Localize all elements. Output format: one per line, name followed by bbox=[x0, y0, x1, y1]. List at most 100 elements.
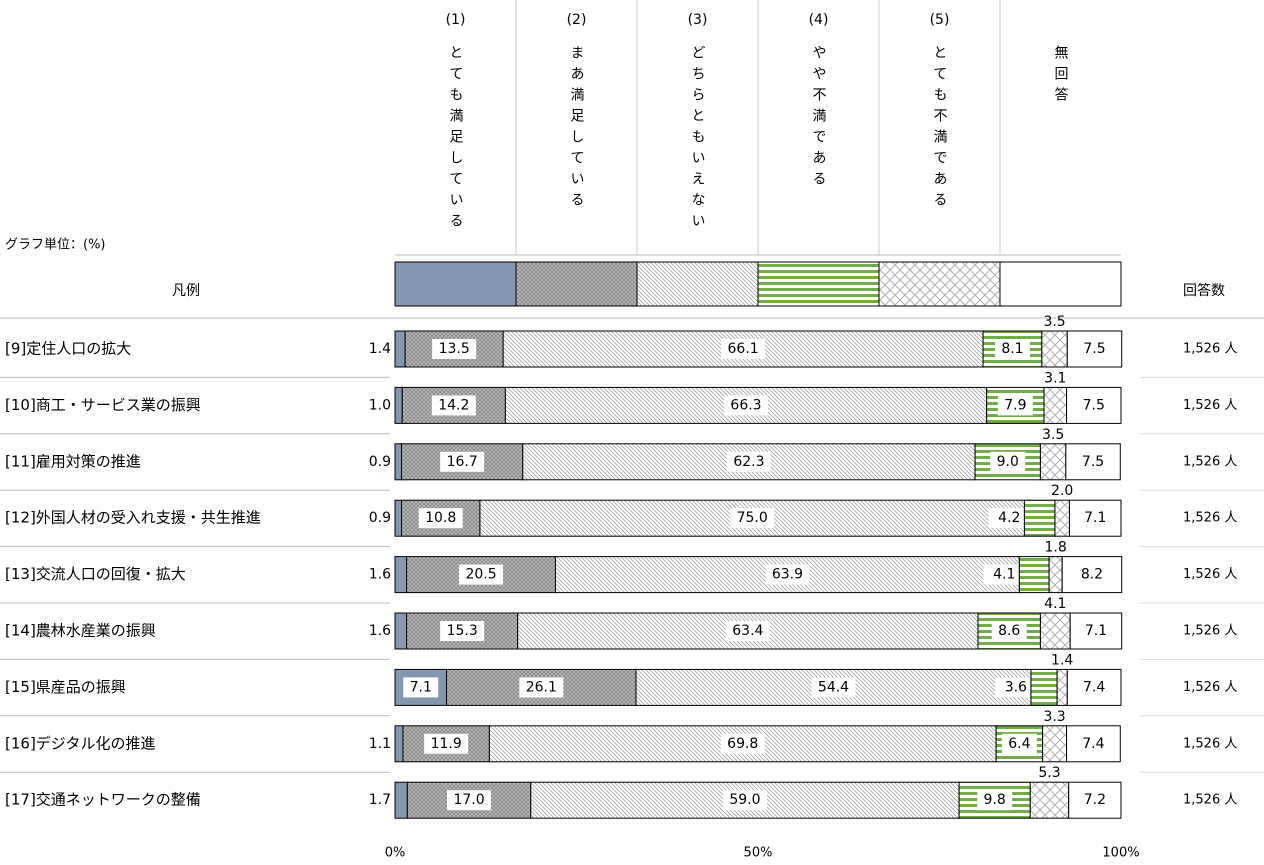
row-label: [14]農林水産業の振興 bbox=[5, 622, 156, 640]
legend-name: どちらともいえない bbox=[690, 45, 706, 234]
bar-segment bbox=[1041, 330, 1068, 368]
count: 1,526 人 bbox=[1183, 342, 1237, 357]
value-label: 7.5 bbox=[1082, 454, 1104, 470]
row-label: [15]県産品の振興 bbox=[5, 678, 126, 696]
value-label: 1.6 bbox=[369, 567, 391, 583]
x-tick-label: 0% bbox=[385, 846, 406, 861]
legend-name: やや不満である bbox=[811, 45, 827, 192]
value-label: 1.1 bbox=[369, 736, 391, 752]
value-label: 5.3 bbox=[1038, 765, 1060, 781]
bar-segment bbox=[394, 386, 403, 424]
legend-name: まあ満足している bbox=[569, 45, 585, 213]
value-label: 1.8 bbox=[1045, 540, 1067, 556]
value-label: 54.4 bbox=[818, 679, 849, 695]
value-label: 7.1 bbox=[1085, 623, 1107, 639]
value-label: 7.9 bbox=[1004, 397, 1026, 413]
value-label: 66.3 bbox=[730, 397, 761, 413]
value-label: 4.1 bbox=[1044, 596, 1066, 612]
value-label: 3.5 bbox=[1042, 427, 1064, 443]
value-label: 17.0 bbox=[453, 792, 484, 808]
value-label: 8.1 bbox=[1001, 341, 1023, 357]
row-label: [16]デジタル化の推進 bbox=[5, 734, 156, 752]
value-label: 7.5 bbox=[1083, 397, 1105, 413]
value-label: 14.2 bbox=[438, 397, 469, 413]
row-label: [10]商工・サービス業の振興 bbox=[5, 396, 201, 414]
legend-code: (5) bbox=[930, 12, 950, 28]
value-label: 7.1 bbox=[1084, 510, 1106, 526]
legend-code: (3) bbox=[688, 12, 708, 28]
bar-segment bbox=[1023, 499, 1056, 537]
bar-segment bbox=[394, 330, 406, 368]
count: 1,526 人 bbox=[1183, 680, 1237, 695]
count: 1,526 人 bbox=[1183, 398, 1237, 413]
bar-segment bbox=[394, 612, 408, 650]
bar-segment bbox=[394, 443, 403, 481]
value-label: 6.4 bbox=[1008, 736, 1030, 752]
row-label: [17]交通ネットワークの整備 bbox=[5, 791, 201, 809]
legend-name: とても不満である bbox=[932, 45, 948, 213]
value-label: 20.5 bbox=[465, 567, 496, 583]
bar-segment bbox=[1039, 443, 1067, 481]
value-label: 62.3 bbox=[733, 454, 764, 470]
value-label: 3.6 bbox=[1005, 679, 1027, 695]
count: 1,526 人 bbox=[1183, 454, 1237, 469]
count: 1,526 人 bbox=[1183, 793, 1237, 808]
legend-swatch bbox=[999, 261, 1122, 307]
legend-code: (2) bbox=[567, 12, 587, 28]
value-label: 1.4 bbox=[1051, 652, 1073, 668]
value-label: 3.3 bbox=[1043, 709, 1065, 725]
bar-segment bbox=[1018, 556, 1050, 594]
row-label: [9]定住人口の拡大 bbox=[5, 340, 131, 358]
legend-swatch bbox=[878, 261, 1001, 307]
value-label: 1.6 bbox=[369, 623, 391, 639]
count-header: 回答数 bbox=[1183, 282, 1225, 299]
bar-segment bbox=[394, 556, 408, 594]
count: 1,526 人 bbox=[1183, 736, 1237, 751]
value-label: 7.2 bbox=[1084, 792, 1106, 808]
value-label: 63.4 bbox=[732, 623, 763, 639]
x-tick-label: 100% bbox=[1102, 846, 1139, 861]
legend-code: (1) bbox=[446, 12, 466, 28]
value-label: 75.0 bbox=[737, 510, 768, 526]
value-label: 7.1 bbox=[410, 679, 432, 695]
bar-segment bbox=[1030, 668, 1058, 706]
value-label: 8.6 bbox=[998, 623, 1020, 639]
value-label: 9.8 bbox=[984, 792, 1006, 808]
bar-segment bbox=[1029, 781, 1070, 819]
bar-segment bbox=[1054, 499, 1070, 537]
value-label: 4.2 bbox=[998, 510, 1020, 526]
count: 1,526 人 bbox=[1183, 511, 1237, 526]
value-label: 7.4 bbox=[1082, 736, 1104, 752]
value-label: 10.8 bbox=[425, 510, 456, 526]
row-label: [12]外国人材の受入れ支援・共生推進 bbox=[5, 509, 261, 527]
bar-segment bbox=[394, 499, 403, 537]
value-label: 1.7 bbox=[369, 792, 391, 808]
value-label: 9.0 bbox=[997, 454, 1019, 470]
value-label: 4.1 bbox=[993, 567, 1015, 583]
legend-label: 凡例 bbox=[172, 283, 200, 299]
legend-name: 無回答 bbox=[1053, 45, 1069, 108]
legend-name: とても満足している bbox=[448, 45, 464, 234]
bar-segment bbox=[1039, 612, 1071, 650]
value-label: 0.9 bbox=[369, 510, 391, 526]
bar-segment bbox=[394, 781, 408, 819]
value-label: 11.9 bbox=[431, 736, 462, 752]
value-label: 3.1 bbox=[1044, 370, 1066, 386]
value-label: 26.1 bbox=[526, 679, 557, 695]
unit-label: グラフ単位：(%) bbox=[5, 237, 106, 253]
value-label: 7.5 bbox=[1083, 341, 1105, 357]
value-label: 15.3 bbox=[447, 623, 478, 639]
value-label: 3.5 bbox=[1043, 314, 1065, 330]
count: 1,526 人 bbox=[1183, 624, 1237, 639]
x-tick-label: 50% bbox=[744, 846, 773, 861]
bar-segment bbox=[1042, 725, 1068, 763]
value-label: 2.0 bbox=[1051, 483, 1073, 499]
bar-segment bbox=[394, 725, 404, 763]
value-label: 59.0 bbox=[729, 792, 760, 808]
bar-segment bbox=[1056, 668, 1068, 706]
row-label: [13]交流人口の回復・拡大 bbox=[5, 565, 186, 583]
value-label: 16.7 bbox=[447, 454, 478, 470]
bar-segment bbox=[1043, 386, 1068, 424]
value-label: 1.0 bbox=[369, 397, 391, 413]
legend-code: (4) bbox=[809, 12, 829, 28]
